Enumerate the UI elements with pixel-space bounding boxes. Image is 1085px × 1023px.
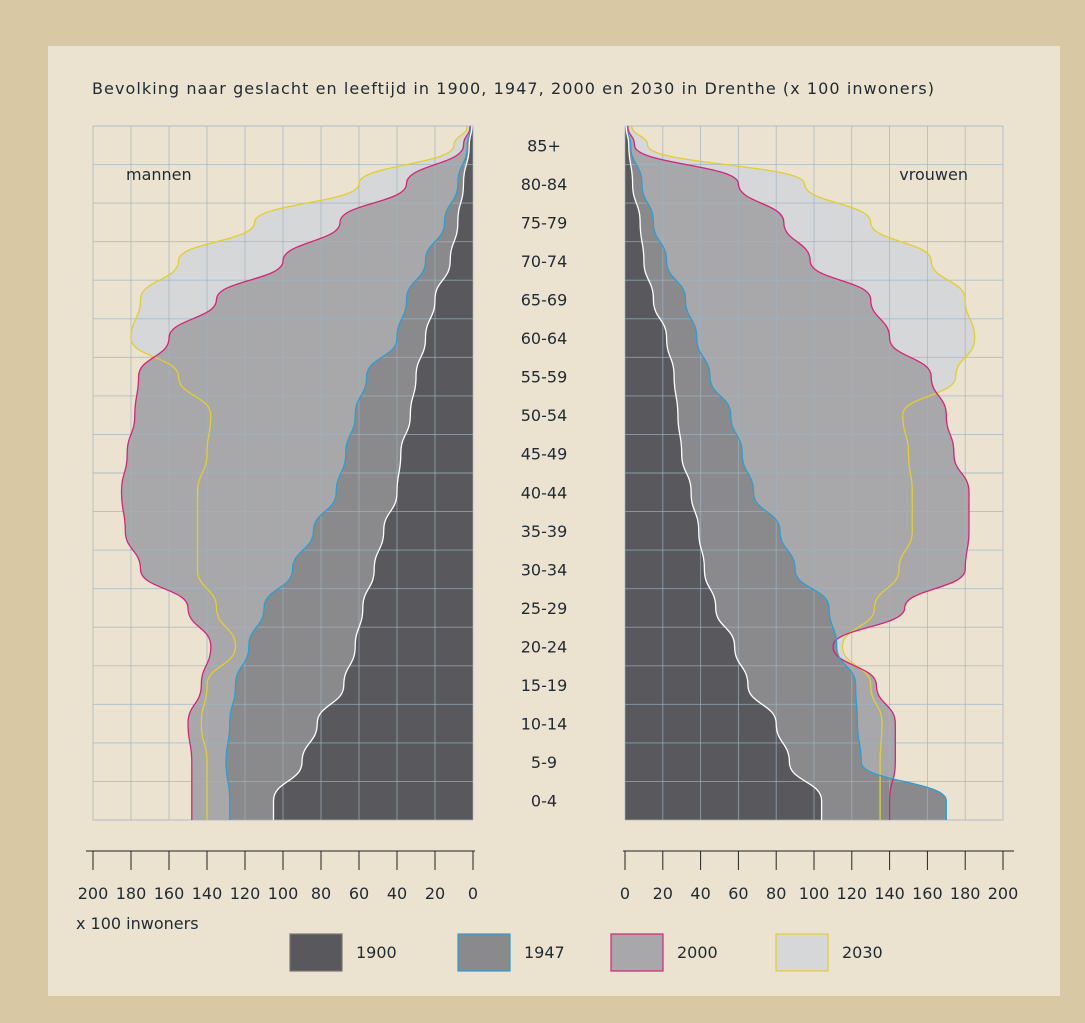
outline-women-2030 bbox=[631, 125, 976, 820]
age-label: 15-19 bbox=[521, 676, 568, 695]
area-men-1900 bbox=[273, 126, 473, 820]
tick-label-women: 120 bbox=[837, 884, 868, 903]
legend-swatch-1947 bbox=[457, 933, 511, 972]
tick-label-men: 0 bbox=[468, 884, 478, 903]
axes bbox=[86, 850, 1014, 870]
age-label: 0-4 bbox=[531, 792, 557, 811]
vrouwen-label: vrouwen bbox=[899, 165, 968, 184]
age-label: 70-74 bbox=[521, 252, 568, 271]
outline-men-1947 bbox=[225, 125, 472, 820]
legend-swatch-1900 bbox=[289, 933, 343, 972]
legend-label-2030: 2030 bbox=[842, 943, 883, 962]
outline-women-2000 bbox=[627, 125, 970, 820]
outline-men-2030 bbox=[130, 125, 468, 820]
age-label: 30-34 bbox=[521, 560, 568, 579]
tick-label-women: 180 bbox=[950, 884, 981, 903]
tick-label-men: 60 bbox=[349, 884, 369, 903]
age-label: 60-64 bbox=[521, 329, 568, 348]
age-label: 80-84 bbox=[521, 175, 568, 194]
age-label: 85+ bbox=[527, 136, 561, 155]
age-label: 65-69 bbox=[521, 291, 568, 310]
tick-label-men: 180 bbox=[116, 884, 147, 903]
grid-lines bbox=[92, 125, 1004, 821]
tick-label-women: 200 bbox=[988, 884, 1019, 903]
tick-label-men: 160 bbox=[154, 884, 185, 903]
age-label: 35-39 bbox=[521, 522, 568, 541]
series-outlines bbox=[120, 125, 976, 821]
age-label: 75-79 bbox=[521, 213, 568, 232]
legend-label-1947: 1947 bbox=[524, 943, 565, 962]
chart-title: Bevolking naar geslacht en leeftijd in 1… bbox=[92, 79, 934, 98]
tick-label-women: 60 bbox=[728, 884, 748, 903]
legend-label-1900: 1900 bbox=[356, 943, 397, 962]
tick-label-women: 160 bbox=[912, 884, 943, 903]
x-unit-label: x 100 inwoners bbox=[76, 914, 199, 933]
outline-women-1900 bbox=[625, 125, 823, 820]
legend-swatch-2030 bbox=[775, 933, 829, 972]
age-label: 25-29 bbox=[521, 599, 568, 618]
legend: 1900 1947 2000 2030 bbox=[289, 933, 883, 972]
age-label: 10-14 bbox=[521, 715, 568, 734]
area-women-1900 bbox=[625, 126, 822, 820]
tick-label-women: 0 bbox=[620, 884, 630, 903]
mannen-label: mannen bbox=[126, 165, 192, 184]
age-label: 45-49 bbox=[521, 445, 568, 464]
outline-women-1947 bbox=[626, 125, 947, 821]
outline-men-1900 bbox=[272, 125, 473, 821]
population-pyramid-chart: 200 180 160 140 120 100 80 60 40 20 0 0 20 40 60 80 100 1… bbox=[76, 79, 1018, 972]
age-label: 55-59 bbox=[521, 368, 568, 387]
tick-label-women: 80 bbox=[766, 884, 786, 903]
legend-label-2000: 2000 bbox=[677, 943, 718, 962]
labels: 200 180 160 140 120 100 80 60 40 20 0 0 20 40 60 80 100 1… bbox=[76, 79, 1018, 933]
age-label: 50-54 bbox=[521, 406, 568, 425]
outline-men-2000 bbox=[120, 125, 471, 820]
tick-label-men: 40 bbox=[387, 884, 407, 903]
age-label: 20-24 bbox=[521, 638, 568, 657]
tick-label-women: 20 bbox=[653, 884, 673, 903]
chart-panel: 200 180 160 140 120 100 80 60 40 20 0 0 20 40 60 80 100 1… bbox=[48, 46, 1060, 996]
tick-label-men: 100 bbox=[268, 884, 299, 903]
tick-label-men: 140 bbox=[192, 884, 223, 903]
tick-label-women: 40 bbox=[690, 884, 710, 903]
tick-label-men: 20 bbox=[425, 884, 445, 903]
tick-label-women: 100 bbox=[799, 884, 830, 903]
age-label: 5-9 bbox=[531, 753, 557, 772]
tick-label-men: 80 bbox=[311, 884, 331, 903]
legend-swatch-2000 bbox=[610, 933, 664, 972]
tick-label-men: 120 bbox=[230, 884, 261, 903]
age-label: 40-44 bbox=[521, 483, 568, 502]
tick-label-men: 200 bbox=[78, 884, 109, 903]
tick-label-women: 140 bbox=[874, 884, 905, 903]
